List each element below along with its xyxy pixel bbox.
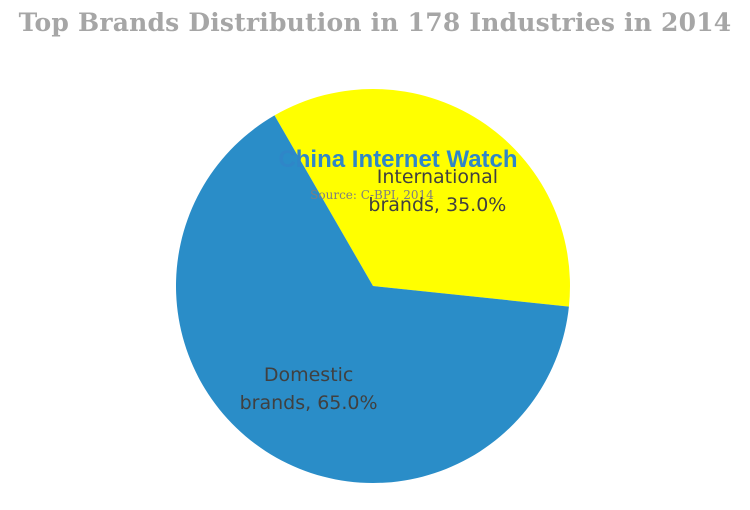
pie-slice-domestic — [175, 115, 569, 484]
watermark: China Internet Watch Source: C-BPI, 2014 — [278, 146, 517, 202]
slice-label-domestic: Domestic brands, 65.0% — [240, 364, 378, 414]
watermark-brand: China Internet Watch — [278, 146, 517, 173]
watermark-source: Source: C-BPI, 2014 — [310, 188, 434, 202]
chart-title: Top Brands Distribution in 178 Industrie… — [18, 8, 732, 37]
pie-slice-international — [274, 89, 570, 307]
slice-label-international: International brands, 35.0% — [368, 166, 506, 216]
